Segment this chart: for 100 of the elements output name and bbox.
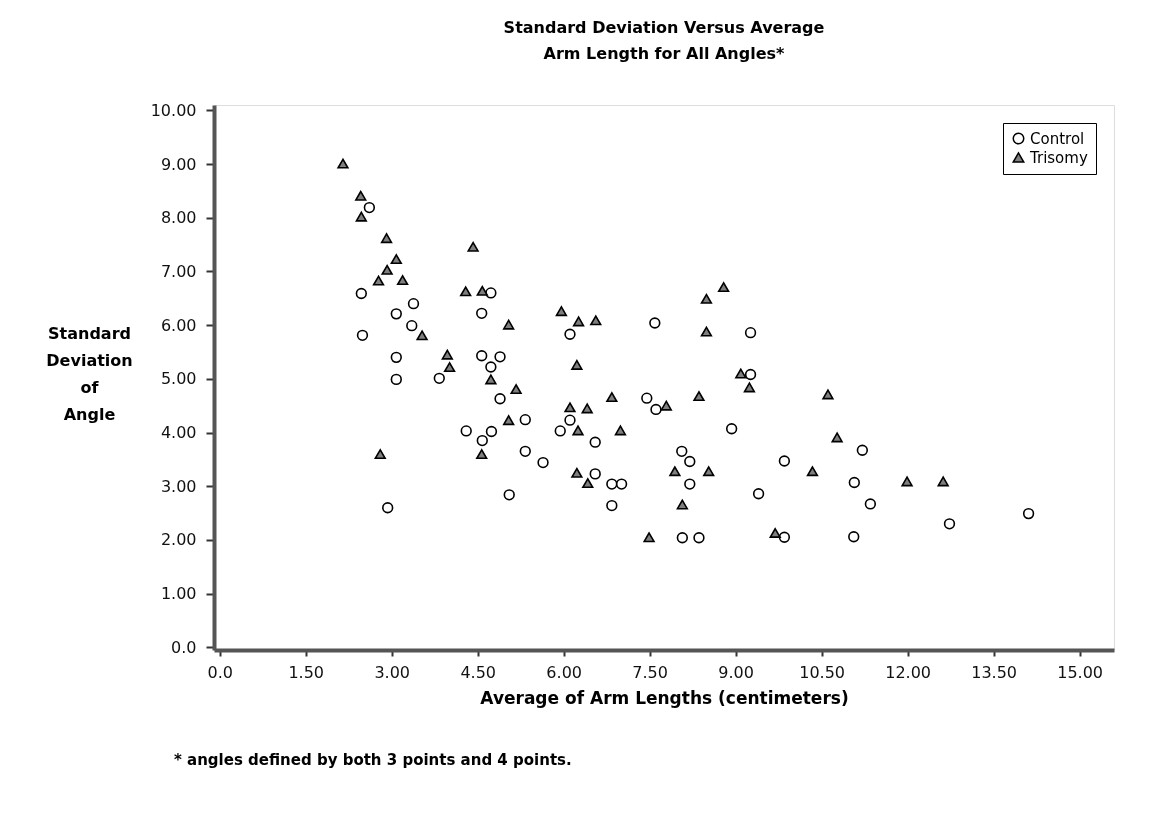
point (433, 372, 445, 384)
point (407, 298, 420, 310)
point (554, 425, 566, 437)
point (937, 476, 949, 487)
point (441, 349, 453, 360)
point (778, 455, 791, 467)
point (416, 330, 428, 341)
point (589, 468, 601, 480)
point (485, 374, 497, 385)
point (372, 275, 385, 286)
point (589, 436, 601, 448)
point (700, 293, 713, 304)
point (778, 531, 791, 543)
point (744, 327, 757, 339)
point (564, 414, 576, 426)
x-tick-label: 4.50 (460, 662, 497, 682)
point (650, 403, 662, 416)
point (381, 264, 393, 275)
point (459, 286, 472, 297)
point (337, 158, 349, 169)
point (572, 316, 585, 327)
text: Arm Length for All Angles* (543, 44, 785, 64)
point (856, 444, 869, 456)
point (848, 476, 860, 489)
point (382, 502, 394, 514)
point (735, 368, 747, 379)
point (806, 466, 819, 477)
point (831, 432, 843, 443)
point (1022, 507, 1035, 520)
point (485, 425, 498, 438)
point (396, 275, 409, 286)
point (571, 467, 583, 478)
point (355, 287, 367, 300)
x-tick-label: 1.50 (288, 662, 325, 682)
y-tick-label: 1.00 (160, 584, 197, 604)
x-axis-title: Average of Arm Lengths (centimeters) (480, 687, 849, 708)
point (443, 362, 456, 373)
point (476, 350, 488, 362)
y-tick-label: 7.00 (160, 261, 197, 281)
point (590, 315, 602, 326)
point (943, 518, 956, 530)
point (641, 392, 653, 404)
x-tick-label: 3.00 (374, 662, 411, 682)
point (467, 241, 479, 252)
point (476, 307, 488, 319)
y-tick-label: 5.00 (160, 369, 197, 389)
y-tick-label: 10.00 (150, 100, 197, 120)
point (643, 532, 655, 543)
point (374, 448, 386, 460)
point (390, 373, 402, 386)
y-tick-label: 3.00 (160, 476, 197, 496)
point (460, 425, 472, 437)
text: * angles defined by both 3 points and 4 points. (174, 751, 572, 769)
point (380, 233, 393, 244)
point (676, 499, 689, 510)
point (700, 326, 713, 337)
point (355, 190, 367, 201)
point (519, 445, 531, 457)
point (502, 415, 515, 426)
point (485, 361, 497, 373)
point (564, 328, 576, 340)
point (743, 382, 756, 393)
y-tick-label: 2.00 (160, 530, 197, 550)
x-tick-label: 9.00 (718, 662, 754, 682)
x-tick-label: 10.50 (799, 662, 846, 682)
point (725, 423, 738, 435)
legend-label: Control (1030, 129, 1085, 148)
point (502, 319, 515, 330)
y-tick-label: 4.00 (160, 423, 197, 443)
point (572, 425, 584, 436)
point (606, 392, 618, 403)
x-tick-label: 0.0 (207, 662, 233, 682)
point (769, 527, 781, 538)
y-tick-label: 8.00 (160, 208, 197, 228)
point (614, 425, 627, 436)
point (564, 402, 576, 413)
x-tick-label: 6.00 (546, 662, 582, 682)
point (649, 317, 661, 329)
point (615, 478, 628, 490)
point (848, 531, 860, 543)
point (555, 306, 568, 317)
point (476, 285, 488, 296)
y-tick-label: 6.00 (160, 315, 197, 335)
point (476, 448, 488, 460)
point (676, 445, 688, 457)
point (660, 400, 672, 411)
point (510, 384, 522, 395)
point (684, 455, 696, 468)
x-tick-label: 13.50 (971, 662, 1018, 682)
point (752, 488, 765, 500)
point (717, 282, 730, 293)
point (822, 389, 834, 400)
point (676, 532, 689, 544)
point (864, 498, 877, 510)
point (390, 254, 402, 265)
point (494, 351, 506, 363)
text: Standard Deviation Versus Average (503, 18, 825, 38)
y-axis-title: Standard Deviation of Angle (46, 324, 133, 425)
point (519, 413, 531, 426)
legend-label: Trisomy (1029, 148, 1088, 167)
